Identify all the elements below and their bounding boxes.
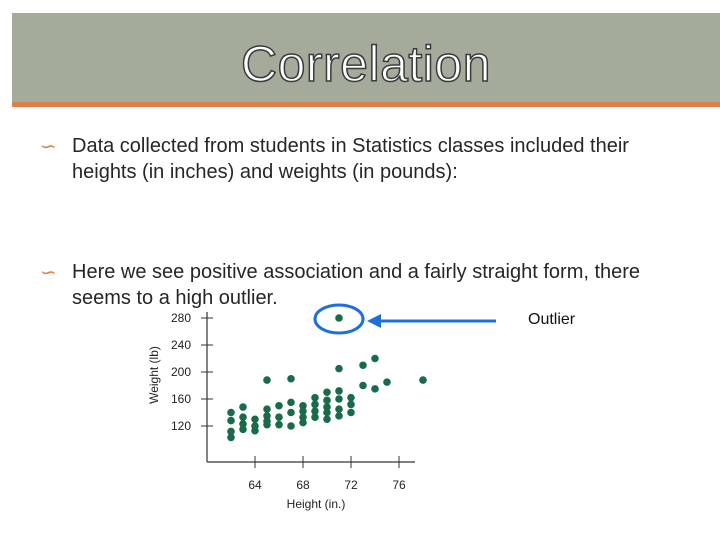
data-point [383, 378, 391, 386]
data-point [263, 417, 271, 426]
data-point [275, 413, 283, 422]
outlier-callout-label: Outlier [528, 311, 576, 328]
data-point [287, 398, 295, 407]
x-axis-label: Height (in.) [287, 497, 346, 511]
data-point [239, 420, 247, 428]
y-axis-label: Weight (lb) [147, 346, 161, 404]
data-point [311, 413, 319, 422]
bullet-text-2: Here we see positive association and a f… [72, 261, 641, 309]
data-point [227, 408, 235, 417]
data-point [347, 400, 355, 409]
data-point [335, 405, 343, 413]
data-point [335, 387, 343, 395]
slide-title: Correlation [240, 35, 492, 93]
outlier-point [335, 314, 343, 322]
data-point [263, 376, 271, 384]
data-point [275, 420, 283, 429]
data-point [263, 412, 271, 420]
y-tick-label: 160 [171, 392, 191, 406]
data-point [227, 433, 235, 442]
data-point [311, 407, 319, 415]
data-point [347, 408, 355, 417]
title-bar: Correlation [12, 13, 720, 107]
data-point [419, 376, 427, 384]
data-point [323, 415, 331, 424]
data-point [227, 427, 235, 436]
curl-bullet-icon: ∽ [40, 136, 57, 158]
data-point [323, 388, 331, 397]
data-point [299, 407, 307, 415]
data-point [275, 401, 283, 410]
y-tick-label: 240 [171, 338, 191, 352]
data-point [335, 364, 343, 373]
data-point [371, 354, 379, 363]
data-point [299, 401, 307, 410]
data-point [323, 396, 331, 405]
data-point [311, 393, 319, 402]
data-point [239, 425, 247, 434]
data-point [299, 413, 307, 422]
data-point [251, 422, 259, 430]
outlier-highlight-ellipse [313, 303, 365, 335]
curl-bullet-icon: ∽ [40, 262, 57, 284]
data-point [263, 405, 271, 413]
data-point [227, 416, 235, 425]
data-point [239, 403, 247, 411]
data-point [251, 415, 259, 424]
x-tick-label: 68 [296, 478, 310, 492]
y-tick-label: 280 [171, 311, 191, 325]
data-point [323, 403, 331, 411]
y-tick-label: 120 [171, 419, 191, 433]
data-point [323, 408, 331, 417]
data-point [347, 393, 355, 402]
data-point [371, 385, 379, 393]
bullet-text-1: Data collected from students in Statisti… [72, 135, 629, 183]
y-tick-label: 200 [171, 365, 191, 379]
data-point [335, 412, 343, 420]
data-point [359, 381, 367, 390]
x-tick-label: 72 [344, 478, 358, 492]
data-point [335, 395, 343, 403]
data-point [287, 374, 295, 383]
data-point [239, 413, 247, 422]
data-point [287, 422, 295, 430]
x-tick-label: 76 [392, 478, 406, 492]
data-point [287, 408, 295, 417]
data-point [311, 400, 319, 409]
data-point [359, 361, 367, 370]
callout-arrow-head [367, 314, 381, 328]
data-point [299, 418, 307, 427]
x-tick-label: 64 [248, 478, 262, 492]
